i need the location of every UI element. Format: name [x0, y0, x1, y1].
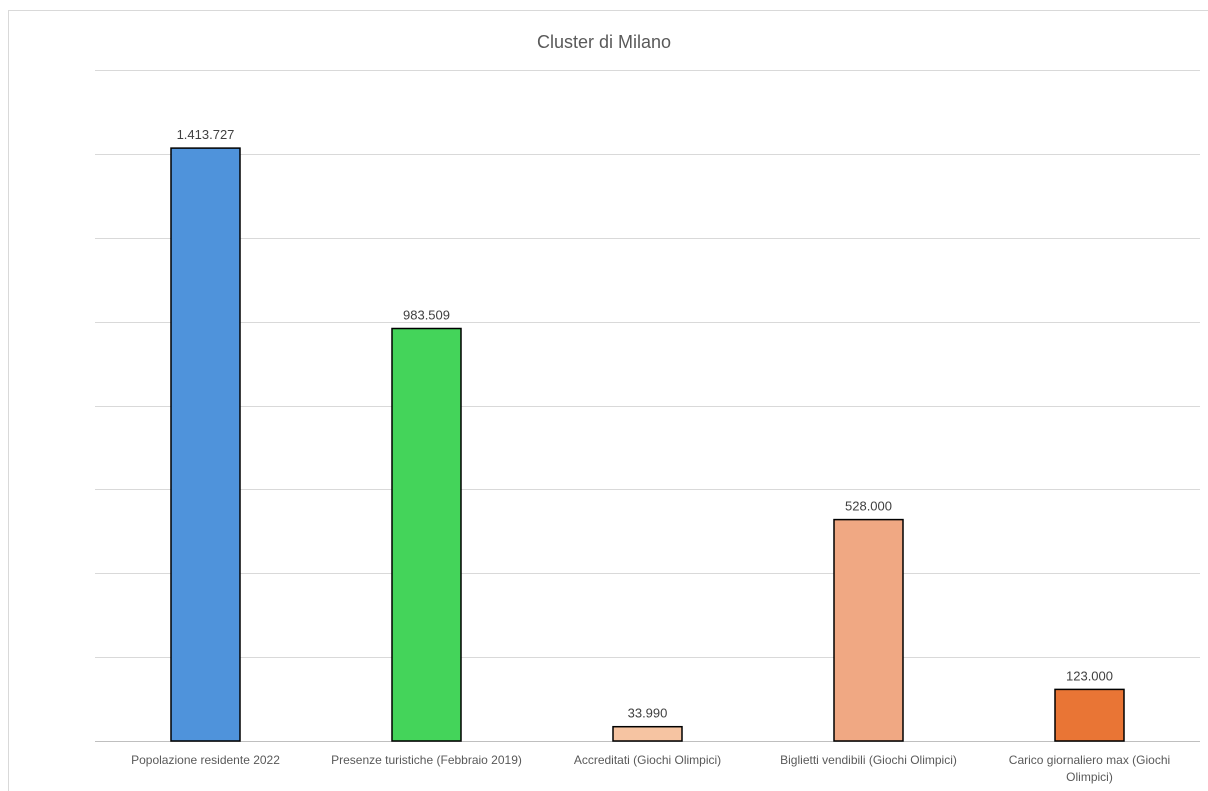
- bar: [391, 327, 462, 742]
- chart-title: Cluster di Milano: [536, 32, 672, 52]
- category-label: Carico giornaliero max (Giochi Olimpici): [1008, 753, 1171, 784]
- data-label: 123.000: [1066, 668, 1113, 683]
- bar: [1054, 688, 1125, 742]
- data-label: 528.000: [845, 499, 892, 514]
- data-label: 1.413.727: [177, 127, 235, 142]
- category-label: Accreditati (Giochi Olimpici): [573, 753, 722, 767]
- category-label: Biglietti vendibili (Giochi Olimpici): [780, 753, 957, 767]
- bar: [612, 725, 683, 742]
- data-label: 33.990: [628, 706, 668, 721]
- data-label: 983.509: [403, 308, 450, 323]
- category-label: Presenze turistiche (Febbraio 2019): [331, 753, 522, 767]
- bar: [170, 147, 241, 742]
- category-label: Popolazione residente 2022: [131, 753, 280, 767]
- bar: [833, 518, 904, 742]
